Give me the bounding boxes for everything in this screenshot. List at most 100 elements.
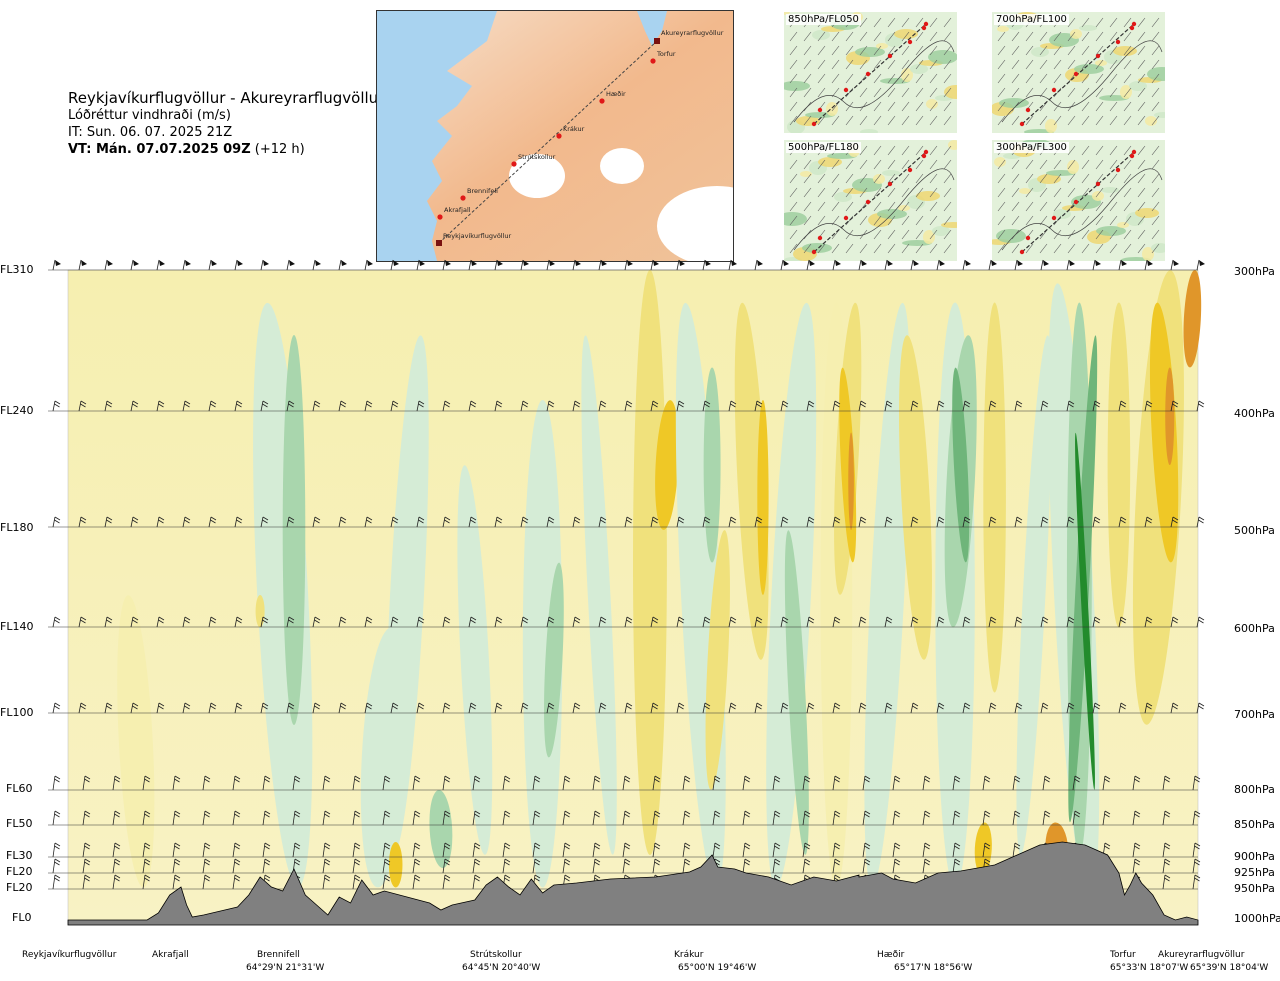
wind-barb-flag — [860, 403, 866, 408]
wind-barb — [832, 616, 836, 628]
thumb-barb — [1067, 59, 1076, 70]
wind-barb-flag — [504, 858, 511, 863]
wind-barb-flag — [54, 842, 61, 847]
wind-barb — [832, 702, 836, 714]
wind-barb — [172, 842, 176, 858]
thumb-barb — [1025, 173, 1034, 184]
wind-barb — [936, 400, 940, 412]
wind-barb-flag — [444, 877, 450, 882]
fl-label-9: FL20 — [6, 881, 33, 894]
wind-barb-flag — [210, 403, 216, 408]
wind-barb — [562, 858, 566, 874]
thumb-barb — [1039, 159, 1048, 170]
wind-barb-flag — [984, 858, 991, 863]
thumb-barb — [887, 101, 896, 112]
wind-barb — [676, 259, 680, 271]
wind-barb-flag — [808, 400, 815, 405]
thumb-barb — [1123, 215, 1132, 226]
thumb-barb — [1053, 201, 1062, 212]
wind-barb — [884, 702, 888, 714]
fl-label-5: FL60 — [6, 782, 33, 795]
thumb-barb — [1095, 243, 1104, 254]
thumb-blob — [784, 81, 810, 91]
wind-barb-flag — [1194, 775, 1201, 780]
wind-barb-flag — [522, 619, 528, 624]
wind-barb-flag — [414, 842, 421, 847]
wind-barb — [292, 775, 296, 791]
thumb-coast — [793, 40, 955, 123]
fl-label-7: FL30 — [6, 849, 33, 862]
thumb-barb — [901, 101, 910, 112]
thumb-point — [843, 87, 849, 93]
thumb-barb — [831, 115, 840, 126]
wind-barb — [112, 858, 116, 874]
wind-barb — [364, 400, 368, 412]
wind-barb-flag — [834, 775, 841, 780]
thumb-barb — [915, 45, 924, 56]
wind-barb-flag — [418, 619, 424, 624]
wind-barb-flag — [684, 845, 690, 850]
wind-barb-flag — [54, 705, 60, 710]
wind-barb-flag — [496, 400, 503, 405]
wind-barb-flag — [924, 842, 931, 847]
wind-barb — [832, 516, 836, 528]
valid-time: VT: Mán. 07.07.2025 09Z (+12 h) — [68, 141, 384, 158]
wind-barb — [676, 400, 680, 412]
wind-barb-flag — [714, 775, 721, 780]
wind-barb-flag — [1164, 775, 1171, 780]
wind-barb-flag — [1068, 619, 1074, 624]
wind-barb-flag — [470, 516, 477, 521]
wind-barb — [312, 259, 316, 271]
wind-barb-flag — [354, 813, 360, 818]
thumb-barb — [1011, 173, 1020, 184]
wind-barb-flag — [314, 516, 321, 521]
wind-barb — [858, 259, 862, 271]
wind-barb-flag — [782, 702, 789, 707]
wind-barb-flag — [262, 516, 269, 521]
thumb-blob — [812, 30, 830, 40]
wind-barb-flag — [1198, 400, 1205, 405]
thumb-barb — [1151, 187, 1160, 198]
wind-barb-flag — [654, 810, 661, 815]
wind-barb-flag — [264, 858, 271, 863]
wind-barb-flag — [474, 861, 480, 866]
thumb-barb — [1081, 215, 1090, 226]
wind-barb — [172, 874, 176, 890]
thumb-barb — [803, 87, 812, 98]
wind-barb — [442, 616, 446, 628]
thumb-barb — [901, 229, 910, 240]
wind-barb — [988, 702, 992, 714]
wind-barb-flag — [444, 861, 450, 866]
wind-barb-flag — [132, 616, 139, 621]
wind-barb — [952, 842, 956, 858]
wind-barb-flag — [886, 705, 892, 710]
wind-barb-flag — [366, 702, 373, 707]
wind-barb-flag — [264, 775, 271, 780]
thumb-barb — [943, 45, 952, 56]
wind-barb — [780, 516, 784, 528]
thumb-point — [811, 121, 817, 127]
thumb-barb — [873, 201, 882, 212]
thumb-barb — [1151, 215, 1160, 226]
wind-barb — [572, 400, 576, 412]
wind-barb-flag — [80, 616, 87, 621]
vv-band-31 — [1107, 302, 1131, 628]
wind-barb-flag — [340, 400, 347, 405]
thumb-barb — [803, 115, 812, 126]
valid-time-bold: VT: Mán. 07.07.2025 09Z — [68, 142, 251, 157]
wind-barb-pennant — [523, 260, 529, 266]
thumb-700-svg — [992, 12, 1165, 133]
wind-barb — [1118, 702, 1122, 714]
wind-barb-flag — [210, 400, 217, 405]
thumb-barb — [1109, 173, 1118, 184]
wind-barb — [532, 858, 536, 874]
wind-barb-flag — [704, 403, 710, 408]
thumb-barb — [1039, 45, 1048, 56]
thumb-barb — [1095, 201, 1104, 212]
wind-barb-flag — [678, 400, 685, 405]
wind-barb-flag — [384, 775, 391, 780]
wind-barb — [182, 516, 186, 528]
thumb-blob — [1045, 119, 1057, 133]
p-label-3: 600hPa — [1234, 622, 1275, 635]
thumb-barb — [1109, 215, 1118, 226]
